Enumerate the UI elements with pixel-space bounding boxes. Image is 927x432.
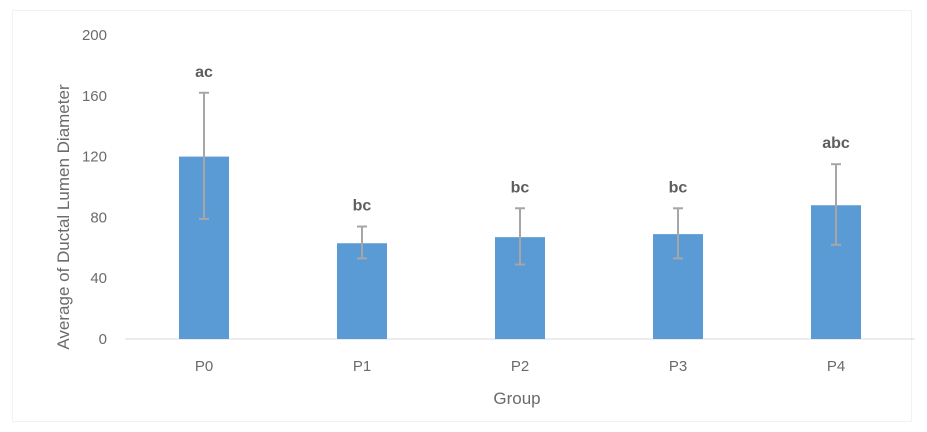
x-tick-label: P2 — [511, 358, 529, 375]
y-tick-label: 160 — [82, 88, 107, 105]
y-tick-labels: 0 40 80 120 160 200 — [82, 27, 107, 348]
x-tick-label: P3 — [669, 358, 687, 375]
x-axis-title: Group — [493, 389, 540, 408]
x-tick-label: P0 — [195, 358, 213, 375]
significance-label: abc — [822, 135, 850, 152]
chart-frame — [12, 10, 912, 422]
significance-labels: ac bc bc bc abc — [195, 64, 850, 215]
significance-label: bc — [511, 179, 530, 196]
y-tick-label: 40 — [90, 270, 107, 287]
significance-label: bc — [353, 198, 372, 215]
y-tick-label: 0 — [99, 331, 107, 348]
x-tick-labels: P0 P1 P2 P3 P4 — [195, 358, 845, 375]
x-tick-label: P4 — [827, 358, 845, 375]
y-tick-label: 200 — [82, 27, 107, 44]
significance-label: ac — [195, 64, 213, 81]
y-axis-title: Average of Ductal Lumen Diameter — [54, 84, 73, 350]
error-bars — [199, 91, 841, 266]
y-tick-label: 120 — [82, 149, 107, 166]
x-tick-label: P1 — [353, 358, 371, 375]
significance-label: bc — [669, 179, 688, 196]
y-tick-label: 80 — [90, 209, 107, 226]
